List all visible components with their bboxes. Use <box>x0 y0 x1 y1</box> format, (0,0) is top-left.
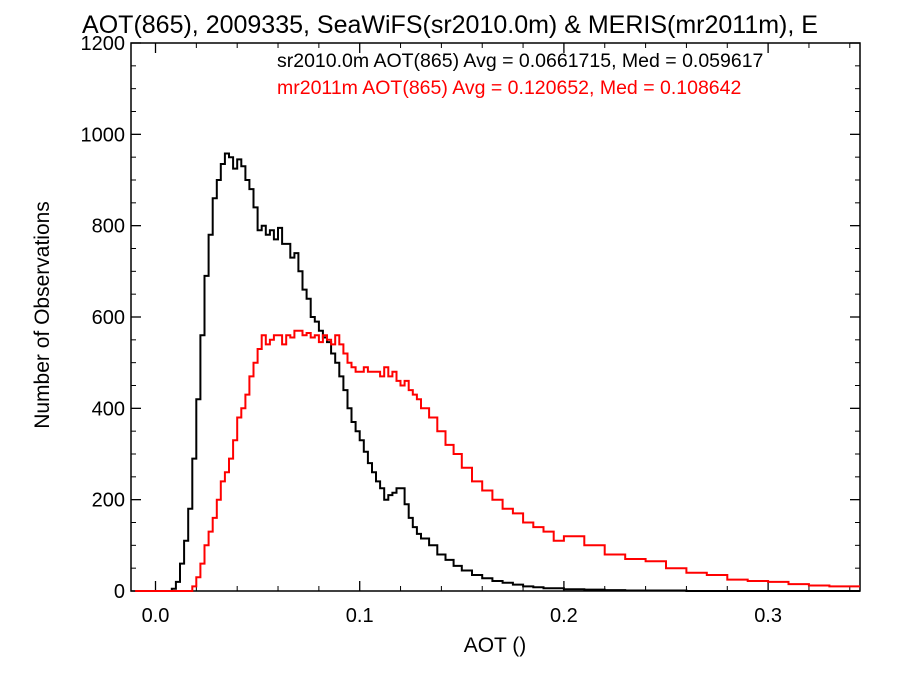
y-tick-label: 400 <box>92 398 125 420</box>
series-line-black <box>135 152 860 592</box>
legend-entry-red-series: mr2011m AOT(865) Avg = 0.120652, Med = 0… <box>277 77 741 99</box>
x-axis: 0.0 0.1 0.2 0.3 <box>142 43 851 627</box>
plot-frame <box>130 42 861 592</box>
y-tick-label: 600 <box>92 307 125 329</box>
y-tick-label: 0 <box>114 581 125 603</box>
legend-entry-black-series: sr2010.0m AOT(865) Avg = 0.0661715, Med … <box>277 50 763 72</box>
series-layer <box>135 152 860 592</box>
x-tick-label: 0.0 <box>142 605 170 627</box>
y-tick-label: 1200 <box>81 33 126 55</box>
series-line-red <box>135 329 860 592</box>
y-axis-title: Number of Observations <box>31 201 54 429</box>
x-tick-label: 0.2 <box>550 605 578 627</box>
x-tick-label: 0.3 <box>754 605 782 627</box>
chart-title: AOT(865), 2009335, SeaWiFS(sr2010.0m) & … <box>82 11 818 39</box>
y-tick-label: 800 <box>92 216 125 238</box>
y-tick-label: 200 <box>92 490 125 512</box>
x-axis-title: AOT () <box>464 634 527 657</box>
y-tick-label: 1000 <box>81 124 126 146</box>
x-tick-label: 0.1 <box>346 605 374 627</box>
y-axis: 0 200 400 600 800 1000 1200 <box>81 33 860 603</box>
